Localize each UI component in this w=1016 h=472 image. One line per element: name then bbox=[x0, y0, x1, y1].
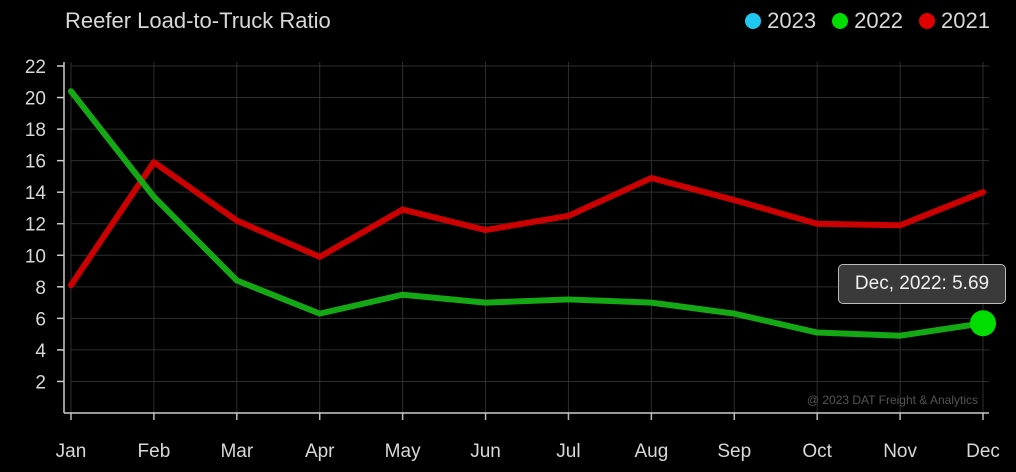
legend-item-2023[interactable]: 2023 bbox=[745, 8, 816, 34]
series-line-2021 bbox=[68, 159, 986, 289]
tooltip: Dec, 2022: 5.69 bbox=[838, 264, 1006, 304]
x-tick-label-feb: Feb bbox=[138, 441, 171, 462]
y-tick-label-10: 10 bbox=[25, 246, 46, 267]
x-tick-label-jun: Jun bbox=[470, 441, 501, 462]
grid bbox=[70, 62, 989, 413]
x-tick-label-aug: Aug bbox=[634, 441, 668, 462]
y-tick-label-14: 14 bbox=[25, 183, 47, 204]
legend-label-2023: 2023 bbox=[767, 8, 817, 33]
x-tick-label-apr: Apr bbox=[305, 441, 335, 462]
y-tick-label-20: 20 bbox=[25, 89, 46, 110]
x-tick-label-may: May bbox=[385, 441, 421, 462]
y-tick-label-4: 4 bbox=[35, 341, 46, 362]
legend: 2023 2022 2021 bbox=[745, 8, 990, 34]
x-tick-label-sep: Sep bbox=[717, 441, 751, 462]
chart-title: Reefer Load-to-Truck Ratio bbox=[65, 8, 331, 33]
series-line-2022 bbox=[68, 88, 986, 339]
x-tick-label-dec: Dec bbox=[966, 441, 1000, 462]
legend-dot-2021 bbox=[919, 13, 936, 29]
y-tick-label-18: 18 bbox=[25, 120, 46, 141]
x-tick-label-nov: Nov bbox=[883, 441, 917, 462]
y-tick-label-12: 12 bbox=[25, 215, 46, 236]
legend-dot-2023 bbox=[745, 13, 762, 29]
series-lines bbox=[68, 88, 986, 339]
legend-item-2022[interactable]: 2022 bbox=[832, 8, 903, 34]
highlight-point-2022-dec bbox=[970, 310, 996, 337]
legend-label-2021: 2021 bbox=[941, 8, 990, 33]
highlight-points bbox=[970, 310, 996, 337]
y-axis-labels: 2 4 6 8 10 12 14 16 18 20 22 bbox=[25, 57, 47, 393]
y-tick-label-22: 22 bbox=[25, 57, 46, 78]
x-tick-label-mar: Mar bbox=[220, 441, 253, 462]
legend-label-2022: 2022 bbox=[854, 8, 904, 33]
x-tick-label-jan: Jan bbox=[56, 441, 87, 462]
y-tick-label-2: 2 bbox=[35, 372, 46, 393]
y-tick-label-16: 16 bbox=[25, 152, 46, 173]
axes bbox=[57, 62, 989, 420]
y-tick-label-8: 8 bbox=[35, 278, 46, 299]
legend-dot-2022 bbox=[832, 13, 849, 29]
x-tick-label-oct: Oct bbox=[802, 441, 832, 462]
x-axis-labels: Jan Feb Mar Apr May Jun Jul Aug Sep Oct Nov Dec bbox=[56, 441, 1000, 462]
y-tick-label-6: 6 bbox=[35, 309, 46, 330]
credit-text: @ 2023 DAT Freight & Analytics bbox=[807, 393, 978, 407]
legend-item-2021[interactable]: 2021 bbox=[919, 8, 990, 34]
x-tick-label-jul: Jul bbox=[556, 441, 580, 462]
